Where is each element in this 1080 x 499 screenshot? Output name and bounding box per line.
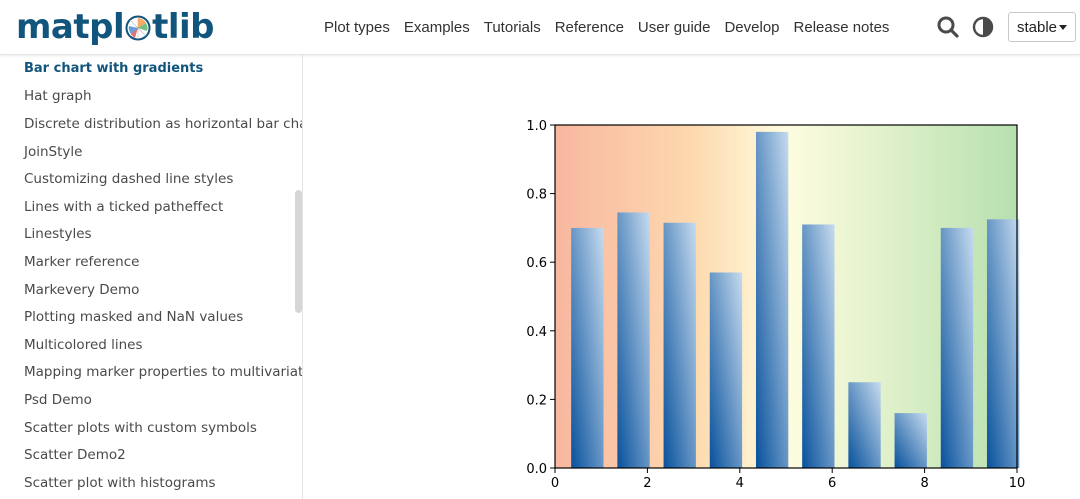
sidebar-item-markevery-demo[interactable]: Markevery Demo xyxy=(24,282,140,298)
sidebar-item-linestyles[interactable]: Linestyles xyxy=(24,226,92,242)
sidebar-scrollbar[interactable] xyxy=(295,190,302,313)
bar-6 xyxy=(848,382,881,468)
sidebar-item-masked-nan[interactable]: Plotting masked and NaN values xyxy=(24,309,244,325)
sidebar-item-scatter-histograms[interactable]: Scatter plot with histograms xyxy=(24,475,216,491)
version-label: stable xyxy=(1017,18,1058,36)
bar-8 xyxy=(940,227,974,468)
x-tick-label-5: 10 xyxy=(1009,476,1026,491)
sidebar-nav: Bar chart with gradients Hat graph Discr… xyxy=(0,55,303,499)
y-tick-label-1: 0.2 xyxy=(526,393,547,408)
nav-examples[interactable]: Examples xyxy=(403,19,470,36)
nav-release-notes[interactable]: Release notes xyxy=(793,19,890,36)
y-tick-label-0: 0.0 xyxy=(526,462,547,477)
sidebar-item-dashed-line-styles[interactable]: Customizing dashed line styles xyxy=(24,171,234,187)
matplotlib-logo[interactable]: matpl tlib xyxy=(16,6,215,48)
x-tick-label-0: 0 xyxy=(551,476,559,491)
sidebar-item-marker-properties[interactable]: Mapping marker properties to multivariat… xyxy=(24,364,303,380)
x-tick-label-1: 2 xyxy=(643,476,651,491)
nav-user-guide[interactable]: User guide xyxy=(637,19,711,36)
chevron-down-icon xyxy=(1059,25,1067,30)
bars-group xyxy=(571,131,1020,469)
version-switcher[interactable]: stable xyxy=(1008,12,1076,42)
logo-wheel-icon xyxy=(125,15,151,41)
bar-2 xyxy=(663,222,696,468)
y-tick-label-4: 0.8 xyxy=(526,188,547,203)
sidebar-item-custom-symbols[interactable]: Scatter plots with custom symbols xyxy=(24,420,257,436)
search-icon[interactable] xyxy=(937,15,959,39)
bar-3 xyxy=(709,272,743,468)
sidebar-item-discrete-distribution[interactable]: Discrete distribution as horizontal bar … xyxy=(24,116,303,132)
sidebar-item-hat-graph[interactable]: Hat graph xyxy=(24,88,92,104)
bar-9 xyxy=(986,219,1020,468)
nav-plot-types[interactable]: Plot types xyxy=(324,19,390,36)
main-nav: Plot types Examples Tutorials Reference … xyxy=(317,0,896,55)
sidebar-item-marker-reference[interactable]: Marker reference xyxy=(24,254,140,270)
bar-1 xyxy=(617,212,650,468)
plot-frame xyxy=(554,124,1018,469)
sidebar-item-psd-demo[interactable]: Psd Demo xyxy=(24,392,92,408)
x-axis-ticks: 0 2 4 6 8 10 xyxy=(551,468,1025,491)
y-tick-label-5: 1.0 xyxy=(526,119,547,134)
x-tick-label-2: 4 xyxy=(736,476,744,491)
bar-0 xyxy=(571,227,604,468)
bar-7 xyxy=(894,413,927,468)
y-tick-label-2: 0.4 xyxy=(526,325,547,340)
y-axis-ticks: 0.0 0.2 0.4 0.6 0.8 1.0 xyxy=(526,119,555,477)
sidebar-item-joinstyle[interactable]: JoinStyle xyxy=(24,144,83,160)
x-tick-label-4: 8 xyxy=(920,476,928,491)
sidebar-item-scatter-demo2[interactable]: Scatter Demo2 xyxy=(24,447,126,463)
top-navbar: matpl tlib Plot types Examples Tutorials… xyxy=(0,0,1080,55)
sidebar-item-ticked-patheffect[interactable]: Lines with a ticked patheffect xyxy=(24,199,224,215)
nav-tutorials[interactable]: Tutorials xyxy=(483,19,541,36)
sidebar-item-multicolored-lines[interactable]: Multicolored lines xyxy=(24,337,143,353)
theme-toggle-icon[interactable] xyxy=(972,15,994,39)
y-tick-label-3: 0.6 xyxy=(526,256,547,271)
logo-text-end: tlib xyxy=(152,7,215,47)
bar-chart: 0 2 4 6 8 10 0.0 0.2 0.4 0.6 0.8 1.0 xyxy=(526,119,1025,491)
logo-text-start: matpl xyxy=(16,7,125,47)
x-tick-label-3: 6 xyxy=(828,476,836,491)
sidebar-item-bar-chart-gradients[interactable]: Bar chart with gradients xyxy=(24,61,204,76)
nav-reference[interactable]: Reference xyxy=(554,19,624,36)
figure-area: 0 2 4 6 8 10 0.0 0.2 0.4 0.6 0.8 1.0 xyxy=(303,56,1080,499)
bar-5 xyxy=(802,224,835,468)
bar-4 xyxy=(755,131,789,469)
nav-develop[interactable]: Develop xyxy=(724,19,780,36)
